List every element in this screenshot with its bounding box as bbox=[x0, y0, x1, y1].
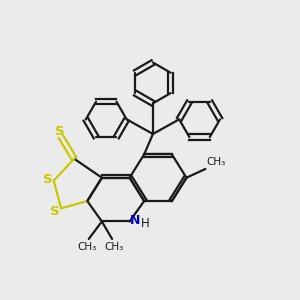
Text: CH₃: CH₃ bbox=[206, 157, 226, 167]
Text: CH₃: CH₃ bbox=[78, 242, 97, 253]
Text: N: N bbox=[130, 214, 140, 226]
Text: S: S bbox=[55, 125, 64, 138]
Text: H: H bbox=[140, 217, 149, 230]
Text: CH₃: CH₃ bbox=[104, 242, 123, 253]
Text: S: S bbox=[43, 173, 52, 186]
Text: S: S bbox=[50, 205, 59, 218]
